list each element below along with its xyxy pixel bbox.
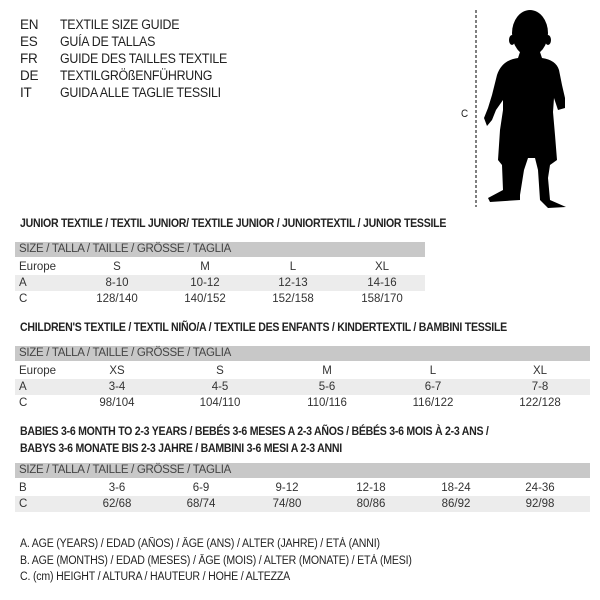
table-cell: 9-12 [275, 482, 299, 494]
table-cell: 80/86 [356, 498, 386, 510]
table-cell: 74/80 [272, 498, 302, 510]
children-size-table: SIZE / TALLA / TAILLE / GRÖSSE / TAGLIA E… [15, 346, 590, 411]
junior-size-table: SIZE / TALLA / TAILLE / GRÖSSE / TAGLIA E… [15, 242, 425, 307]
table-cell: XL [532, 365, 548, 377]
table-cell: 12-13 [278, 277, 308, 289]
table-cell: 140/152 [184, 293, 226, 305]
language-code: FR [20, 51, 38, 66]
table-cell: 116/122 [412, 397, 454, 409]
table-cell: 104/110 [199, 397, 241, 409]
language-title: GUIDA ALLE TAGLIE TESSILI [60, 85, 221, 100]
table-cell: 122/128 [519, 397, 561, 409]
table-row: C 98/104 104/110 110/116 116/122 122/128 [15, 395, 590, 411]
table-row: Europe XS S M L XL [15, 363, 590, 379]
children-section-title: CHILDREN'S TEXTILE / TEXTIL NIÑO/A / TEX… [20, 320, 507, 334]
table-cell: 3-4 [108, 381, 126, 393]
table-cell: 6-7 [424, 381, 442, 393]
language-code: DE [20, 68, 39, 83]
babies-section-title-line2: BABYS 3-6 MONATE BIS 2-3 JAHRE / BAMBINI… [20, 441, 342, 455]
language-code: EN [20, 17, 39, 32]
table-row: B 3-6 6-9 9-12 12-18 18-24 24-36 [15, 480, 590, 496]
table-cell: 5-6 [318, 381, 336, 393]
language-title: GUÍA DE TALLAS [60, 34, 156, 49]
table-cell: S [216, 365, 224, 377]
table-cell: 4-5 [211, 381, 229, 393]
table-cell: 110/116 [307, 397, 347, 409]
table-cell: 12-18 [356, 482, 386, 494]
row-label: C [19, 397, 28, 409]
table-cell: 128/140 [96, 293, 138, 305]
table-cell: 92/98 [525, 498, 555, 510]
child-silhouette-icon [484, 10, 566, 208]
row-label: Europe [19, 365, 57, 377]
babies-section-title-line1: BABIES 3-6 MONTH TO 2-3 YEARS / BEBÉS 3-… [20, 424, 489, 438]
row-label: A [19, 277, 27, 289]
table-cell: L [289, 261, 297, 273]
table-cell: 152/158 [272, 293, 314, 305]
table-cell: L [429, 365, 437, 377]
table-row: C 62/68 68/74 74/80 80/86 86/92 92/98 [15, 496, 590, 512]
table-row: A 8-10 10-12 12-13 14-16 [15, 275, 425, 291]
junior-section-title: JUNIOR TEXTILE / TEXTIL JUNIOR/ TEXTILE … [20, 216, 447, 230]
language-code: IT [20, 85, 32, 100]
babies-size-table: SIZE / TALLA / TAILLE / GRÖSSE / TAGLIA B… [15, 463, 590, 512]
table-cell: 8-10 [105, 277, 129, 289]
height-measure-label: C [461, 108, 468, 120]
table-cell: 158/170 [361, 293, 403, 305]
table-row: Europe S M L XL [15, 259, 425, 275]
child-silhouette-figure [475, 10, 566, 208]
language-title: TEXTILGRÖßENFÜHRUNG [60, 68, 213, 83]
table-header: SIZE / TALLA / TAILLE / GRÖSSE / TAGLIA [15, 242, 425, 257]
table-cell: 14-16 [367, 277, 397, 289]
table-cell: 86/92 [441, 498, 471, 510]
table-cell: S [113, 261, 121, 273]
language-title: TEXTILE SIZE GUIDE [60, 17, 180, 32]
table-cell: 68/74 [186, 498, 216, 510]
table-header: SIZE / TALLA / TAILLE / GRÖSSE / TAGLIA [15, 346, 590, 361]
legend-a: A. AGE (YEARS) / EDAD (AÑOS) / ÂGE (ANS)… [20, 538, 380, 550]
language-code: ES [20, 34, 38, 49]
table-cell: 62/68 [102, 498, 132, 510]
table-cell: M [200, 261, 210, 273]
legend-c: C. (cm) HEIGHT / ALTURA / HAUTEUR / HÖHE… [20, 571, 291, 583]
row-label: C [19, 293, 28, 305]
table-cell: 18-24 [441, 482, 471, 494]
table-row: A 3-4 4-5 5-6 6-7 7-8 [15, 379, 590, 395]
table-cell: XL [374, 261, 390, 273]
table-cell: M [322, 365, 332, 377]
row-label: Europe [19, 261, 57, 273]
language-title: GUIDE DES TAILLES TEXTILE [60, 51, 228, 66]
table-cell: 24-36 [525, 482, 555, 494]
row-label: B [19, 482, 27, 494]
table-header: SIZE / TALLA / TAILLE / GRÖSSE / TAGLIA [15, 463, 590, 478]
row-label: A [19, 381, 27, 393]
table-cell: 6-9 [192, 482, 210, 494]
table-cell: 3-6 [108, 482, 126, 494]
legend-b: B. AGE (MONTHS) / EDAD (MESES) / ÂGE (MO… [20, 555, 412, 567]
table-cell: 98/104 [99, 397, 135, 409]
table-cell: 10-12 [190, 277, 220, 289]
table-cell: 7-8 [531, 381, 549, 393]
row-label: C [19, 498, 28, 510]
table-cell: XS [109, 365, 125, 377]
table-row: C 128/140 140/152 152/158 158/170 [15, 291, 425, 307]
